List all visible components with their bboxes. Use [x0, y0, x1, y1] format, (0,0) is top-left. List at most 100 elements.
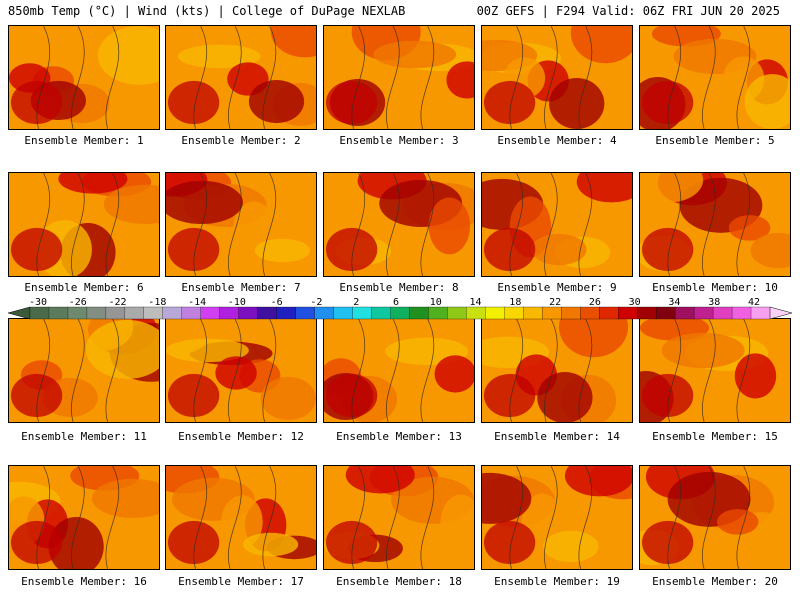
colorbar-tick-label: -18 [148, 297, 167, 308]
map-title: 850mb Temp (°C) | Wind (kts) | College o… [8, 4, 406, 18]
ensemble-map-panel [8, 465, 160, 570]
colorbar-segment [314, 306, 335, 320]
colorbar-segment [523, 306, 543, 320]
colorbar-segment [409, 306, 429, 320]
colorbar-segment [29, 306, 50, 320]
ensemble-map-panel [639, 172, 791, 277]
colorbar-tick-label: -2 [310, 297, 323, 308]
colorbar-segment [561, 306, 581, 320]
ensemble-map-panel [323, 318, 475, 423]
colorbar-segment [181, 306, 202, 320]
colorbar-segment [674, 306, 695, 320]
colorbar-segment [124, 306, 145, 320]
colorbar-segment [333, 306, 354, 320]
colorbar-tick-label: -6 [270, 297, 283, 308]
colorbar-tick-label: -30 [28, 297, 48, 308]
colorbar-tick-label: 38 [708, 297, 721, 308]
ensemble-member-label: Ensemble Member: 1 [24, 134, 144, 147]
ensemble-map-panel [8, 25, 160, 130]
colorbar-tick-label: -14 [188, 297, 207, 308]
colorbar-segment [428, 306, 448, 320]
ensemble-map-panel [639, 25, 791, 130]
colorbar-segment [352, 306, 372, 320]
colorbar-tick-label: 42 [747, 297, 761, 308]
ensemble-map-panel [165, 25, 317, 130]
colorbar-tick-label: 26 [588, 297, 601, 308]
ensemble-member-label: Ensemble Member: 7 [181, 281, 301, 294]
colorbar-segment [637, 306, 657, 320]
ensemble-map-panel [8, 172, 160, 277]
ensemble-map-panel [481, 465, 633, 570]
colorbar-segment [750, 306, 771, 320]
ensemble-member-label: Ensemble Member: 13 [336, 430, 462, 443]
colorbar-segment [485, 306, 505, 320]
ensemble-member-label: Ensemble Member: 14 [494, 430, 620, 443]
colorbar-tick-label: 30 [628, 297, 641, 308]
colorbar-tick-label: 18 [509, 297, 522, 308]
colorbar-segment [580, 306, 600, 320]
ensemble-member-label: Ensemble Member: 19 [494, 575, 620, 588]
colorbar-segment [371, 306, 391, 320]
ensemble-map-panel [481, 318, 633, 423]
ensemble-member-label: Ensemble Member: 8 [339, 281, 459, 294]
colorbar-tick-label: 6 [392, 297, 400, 308]
colorbar-segment [504, 306, 524, 320]
ensemble-member-label: Ensemble Member: 16 [21, 575, 147, 588]
colorbar-tick-label: 34 [668, 297, 681, 308]
colorbar-segment [162, 306, 183, 320]
colorbar-segment [447, 306, 467, 320]
ensemble-map-panel [481, 172, 633, 277]
colorbar-segment [466, 306, 486, 320]
colorbar-segment [86, 306, 107, 320]
colorbar-segment [693, 306, 714, 320]
ensemble-map-panel [481, 25, 633, 130]
ensemble-member-label: Ensemble Member: 9 [497, 281, 617, 294]
ensemble-map-panel [165, 465, 317, 570]
colorbar-segment [257, 306, 278, 320]
colorbar-segment [618, 306, 638, 320]
colorbar-segment [276, 306, 297, 320]
colorbar-segment [67, 306, 88, 320]
ensemble-member-label: Ensemble Member: 3 [339, 134, 459, 147]
colorbar-segment [105, 306, 126, 320]
colorbar-segment [143, 306, 164, 320]
valid-time: 00Z GEFS | F294 Valid: 06Z FRI JUN 20 20… [476, 4, 780, 18]
colorbar-tick-label: 22 [549, 297, 562, 308]
temperature-colorbar [8, 306, 792, 320]
colorbar-segment [656, 306, 676, 320]
colorbar-segment [48, 306, 69, 320]
colorbar-segment [599, 306, 619, 320]
ensemble-member-label: Ensemble Member: 11 [21, 430, 147, 443]
colorbar-tick-label: 10 [429, 297, 442, 308]
ensemble-member-label: Ensemble Member: 5 [655, 134, 775, 147]
ensemble-member-label: Ensemble Member: 15 [652, 430, 778, 443]
colorbar-segment [390, 306, 410, 320]
ensemble-member-label: Ensemble Member: 4 [497, 134, 617, 147]
ensemble-map-panel [165, 318, 317, 423]
ensemble-map-panel [8, 318, 160, 423]
ensemble-member-label: Ensemble Member: 6 [24, 281, 144, 294]
colorbar-tick-label: -26 [68, 297, 87, 308]
ensemble-member-label: Ensemble Member: 17 [178, 575, 304, 588]
colorbar-tick-label: 2 [353, 297, 360, 308]
colorbar-segment [238, 306, 259, 320]
ensemble-map-panel [323, 172, 475, 277]
colorbar-segment [731, 306, 752, 320]
colorbar-left-arrow [8, 306, 31, 320]
ensemble-map-panel [323, 25, 475, 130]
ensemble-map-panel [165, 172, 317, 277]
ensemble-member-label: Ensemble Member: 18 [336, 575, 462, 588]
colorbar-tick-label: -22 [108, 297, 127, 308]
colorbar-segment [219, 306, 240, 320]
ensemble-member-label: Ensemble Member: 20 [652, 575, 778, 588]
ensemble-member-label: Ensemble Member: 12 [178, 430, 304, 443]
colorbar-segment [712, 306, 733, 320]
ensemble-member-label: Ensemble Member: 2 [181, 134, 301, 147]
colorbar-segment [295, 306, 316, 320]
ensemble-map-panel [323, 465, 475, 570]
colorbar-right-arrow [769, 306, 792, 320]
colorbar-tick-label: -10 [227, 297, 246, 308]
colorbar-tick-label: 14 [469, 297, 482, 308]
ensemble-map-panel [639, 318, 791, 423]
ensemble-member-label: Ensemble Member: 10 [652, 281, 778, 294]
